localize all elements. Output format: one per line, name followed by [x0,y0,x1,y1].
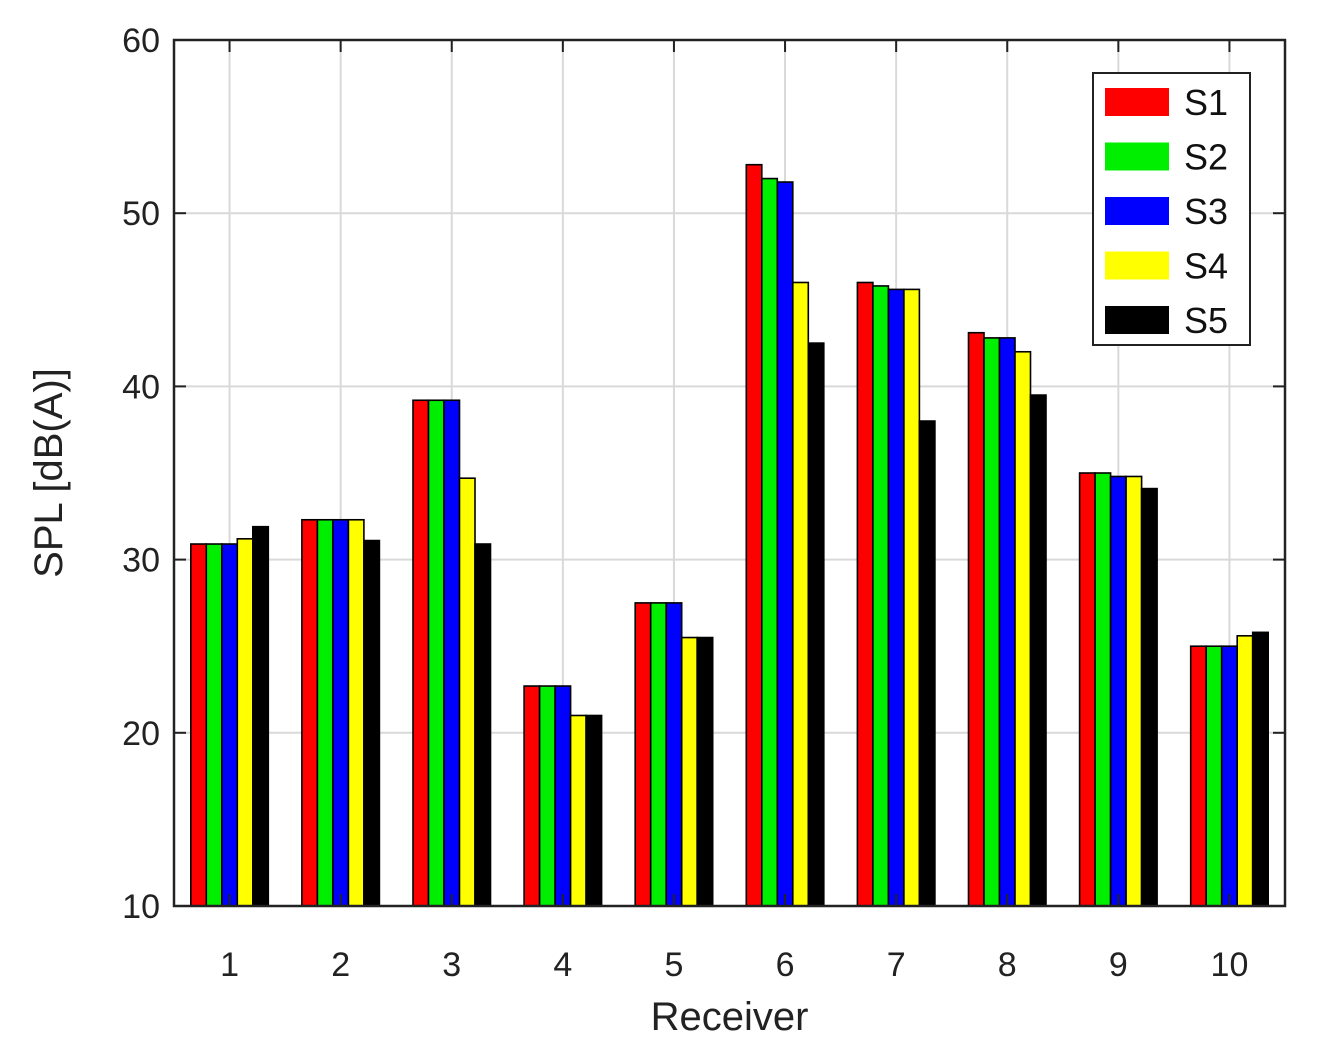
bar-s2-receiver-7 [872,285,890,907]
bar-s1-receiver-9 [1078,472,1096,907]
bar-s2-receiver-6 [760,177,779,907]
bar-s1-receiver-10 [1189,645,1207,907]
bar-s3-receiver-2 [332,518,350,907]
bar-s2-receiver-8 [983,337,1001,907]
legend-label-s3: S3 [1184,191,1228,232]
x-tick-label: 6 [776,946,795,984]
bar-s5-receiver-6 [807,342,825,907]
axis-ticks [174,39,1285,907]
legend-label-s2: S2 [1184,137,1228,178]
bar-s1-receiver-8 [967,331,985,907]
x-tick-label: 5 [664,946,683,984]
legend-swatch-s1 [1105,88,1169,116]
bar-s2-receiver-2 [316,518,334,907]
y-tick-label: 10 [122,888,160,926]
bar-s2-receiver-3 [427,399,445,907]
bar-s1-receiver-2 [301,518,319,907]
x-tick-label: 9 [1109,946,1128,984]
bar-s1-receiver-1 [190,543,208,907]
x-axis-label: Receiver [651,995,809,1039]
x-tick-label: 1 [220,946,239,984]
bar-s3-receiver-9 [1109,475,1127,907]
bar-s5-receiver-3 [474,543,492,907]
legend-label-s4: S4 [1184,246,1228,287]
bar-s2-receiver-1 [205,543,223,907]
bar-s1-receiver-4 [523,685,541,907]
bar-s3-receiver-8 [998,337,1016,907]
x-tick-label: 8 [998,946,1017,984]
bar-s4-receiver-4 [569,714,587,907]
bar-s5-receiver-9 [1140,487,1158,907]
bar-s3-receiver-10 [1220,645,1238,907]
bar-s1-receiver-5 [634,602,652,907]
bar-s4-receiver-5 [680,636,699,907]
bar-s1-receiver-6 [745,163,763,907]
bar-s5-receiver-4 [585,714,603,907]
bar-s3-receiver-1 [221,543,239,907]
legend-swatch-s3 [1105,197,1169,225]
x-tick-label: 2 [331,946,350,984]
y-tick-labels: 10 20 30 40 50 60 [122,22,160,926]
y-tick-label: 30 [122,542,160,580]
y-tick-label: 50 [122,195,160,233]
bar-s4-receiver-3 [458,477,476,907]
bar-s3-receiver-7 [887,288,905,907]
x-tick-labels: 1 2 3 4 5 6 7 8 9 10 [220,946,1248,984]
bar-s5-receiver-5 [696,636,714,907]
bar-s5-receiver-7 [918,420,936,907]
y-axis-label: SPL [dB(A)] [27,368,71,578]
bar-s4-receiver-8 [1014,350,1032,907]
bar-s5-receiver-1 [252,525,270,907]
bar-s1-receiver-7 [856,281,874,907]
legend-swatch-s2 [1105,142,1169,171]
legend-swatch-s4 [1105,251,1169,280]
bar-s2-receiver-4 [538,685,556,907]
bar-s5-receiver-10 [1251,631,1269,907]
bar-s3-receiver-3 [443,399,461,907]
bar-s2-receiver-10 [1205,645,1223,907]
bar-s4-receiver-7 [903,288,921,907]
bar-s3-receiver-4 [554,685,572,907]
bar-s4-receiver-6 [791,281,810,907]
legend-swatch-s5 [1105,306,1169,334]
bar-s3-receiver-6 [776,181,794,907]
bar-s4-receiver-9 [1125,475,1143,907]
plot-frame [172,38,1287,908]
x-tick-label: 10 [1211,946,1249,984]
y-tick-label: 60 [122,22,160,60]
bar-s4-receiver-1 [236,538,254,907]
bar-s5-receiver-8 [1029,394,1047,907]
bar-s3-receiver-5 [665,602,683,907]
bar-s2-receiver-5 [649,602,668,907]
y-tick-label: 20 [122,715,160,753]
bar-s2-receiver-9 [1094,472,1112,907]
bar-s1-receiver-3 [412,399,430,907]
legend: S1 S2 S3 S4 S5 [1092,72,1251,346]
y-tick-label: 40 [122,368,160,406]
bar-s5-receiver-2 [363,539,381,907]
x-tick-label: 4 [553,946,572,984]
legend-label-s1: S1 [1184,82,1228,123]
bar-s4-receiver-2 [347,518,365,907]
bar-s4-receiver-10 [1236,635,1254,907]
legend-label-s5: S5 [1184,300,1228,341]
x-tick-label: 3 [442,946,461,984]
x-tick-label: 7 [887,946,906,984]
